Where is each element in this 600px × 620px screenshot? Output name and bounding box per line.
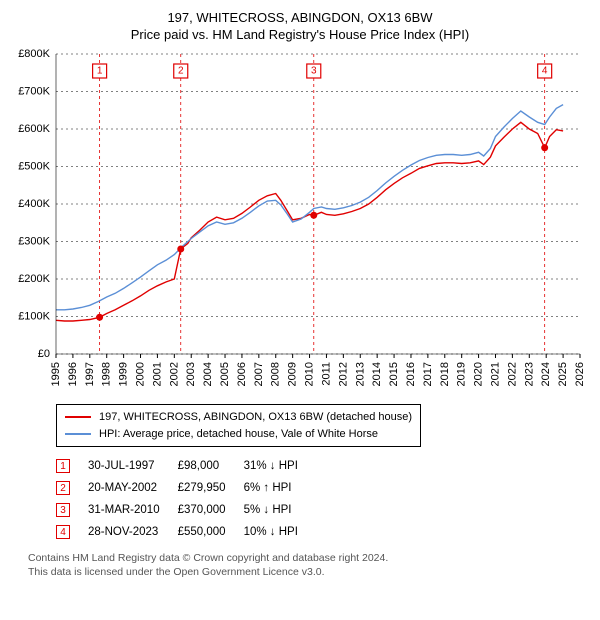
x-tick-label: 2026 bbox=[574, 362, 586, 386]
footer-line2: This data is licensed under the Open Gov… bbox=[28, 565, 586, 579]
x-tick-label: 2020 bbox=[473, 362, 485, 386]
title-block: 197, WHITECROSS, ABINGDON, OX13 6BW Pric… bbox=[14, 10, 586, 42]
x-tick-label: 2008 bbox=[270, 362, 282, 386]
transaction-row: 1 30-JUL-1997£98,00031% ↓ HPI bbox=[56, 455, 316, 477]
x-tick-label: 2009 bbox=[287, 362, 299, 386]
marker-number: 4 bbox=[542, 66, 548, 77]
transactions-table: 1 30-JUL-1997£98,00031% ↓ HPI 2 20-MAY-2002… bbox=[56, 455, 316, 543]
marker-number: 3 bbox=[311, 66, 317, 77]
transaction-date: 31-MAR-2010 bbox=[88, 499, 178, 521]
marker-number: 2 bbox=[178, 66, 184, 77]
transaction-marker: 2 bbox=[56, 481, 70, 495]
transaction-row: 4 28-NOV-2023£550,00010% ↓ HPI bbox=[56, 521, 316, 543]
y-tick-label: £0 bbox=[38, 348, 50, 360]
y-tick-label: £100K bbox=[18, 311, 50, 323]
legend-label: HPI: Average price, detached house, Vale… bbox=[99, 426, 378, 443]
x-tick-label: 2023 bbox=[523, 362, 535, 386]
x-tick-label: 2021 bbox=[489, 362, 501, 386]
legend-swatch bbox=[65, 416, 91, 418]
marker-dot bbox=[541, 144, 548, 151]
x-tick-label: 1997 bbox=[84, 362, 96, 386]
legend-swatch bbox=[65, 433, 91, 435]
y-tick-label: £600K bbox=[18, 123, 50, 135]
x-tick-label: 2018 bbox=[439, 362, 451, 386]
title-address: 197, WHITECROSS, ABINGDON, OX13 6BW bbox=[14, 10, 586, 25]
x-tick-label: 2011 bbox=[320, 362, 332, 386]
chart-area: £0 £100K £200K £300K £400K £500K £600K £700K £80… bbox=[14, 48, 586, 398]
x-tick-label: 2012 bbox=[337, 362, 349, 386]
x-tick-label: 2022 bbox=[506, 362, 518, 386]
figure-container: 197, WHITECROSS, ABINGDON, OX13 6BW Pric… bbox=[0, 0, 600, 587]
marker-dot bbox=[310, 212, 317, 219]
transaction-delta: 6% ↑ HPI bbox=[244, 477, 316, 499]
y-tick-label: £400K bbox=[18, 198, 50, 210]
y-tick-label: £200K bbox=[18, 273, 50, 285]
x-tick-label: 2019 bbox=[456, 362, 468, 386]
transaction-delta: 31% ↓ HPI bbox=[244, 455, 316, 477]
transaction-row: 3 31-MAR-2010£370,0005% ↓ HPI bbox=[56, 499, 316, 521]
transaction-price: £279,950 bbox=[178, 477, 244, 499]
x-tick-label: 2003 bbox=[185, 362, 197, 386]
x-tick-label: 2004 bbox=[202, 362, 214, 386]
x-tick-label: 2013 bbox=[354, 362, 366, 386]
transaction-price: £98,000 bbox=[178, 455, 244, 477]
transaction-delta: 10% ↓ HPI bbox=[244, 521, 316, 543]
marker-dot bbox=[96, 314, 103, 321]
x-tick-label: 2016 bbox=[405, 362, 417, 386]
transaction-date: 20-MAY-2002 bbox=[88, 477, 178, 499]
marker-dot bbox=[177, 246, 184, 253]
y-tick-label: £300K bbox=[18, 236, 50, 248]
marker-number: 1 bbox=[97, 66, 103, 77]
transaction-marker: 1 bbox=[56, 459, 70, 473]
x-tick-label: 2007 bbox=[253, 362, 265, 386]
legend-label: 197, WHITECROSS, ABINGDON, OX13 6BW (det… bbox=[99, 409, 412, 426]
x-tick-label: 2005 bbox=[219, 362, 231, 386]
legend-item: HPI: Average price, detached house, Vale… bbox=[65, 426, 412, 443]
x-tick-label: 2014 bbox=[371, 362, 383, 386]
x-tick-label: 2017 bbox=[422, 362, 434, 386]
x-tick-label: 2000 bbox=[135, 362, 147, 386]
y-tick-label: £500K bbox=[18, 161, 50, 173]
legend-item: 197, WHITECROSS, ABINGDON, OX13 6BW (det… bbox=[65, 409, 412, 426]
x-tick-label: 1999 bbox=[118, 362, 130, 386]
transaction-price: £550,000 bbox=[178, 521, 244, 543]
transaction-marker: 4 bbox=[56, 525, 70, 539]
transaction-row: 2 20-MAY-2002£279,9506% ↑ HPI bbox=[56, 477, 316, 499]
x-tick-label: 2006 bbox=[236, 362, 248, 386]
transaction-date: 30-JUL-1997 bbox=[88, 455, 178, 477]
transaction-delta: 5% ↓ HPI bbox=[244, 499, 316, 521]
footer-line1: Contains HM Land Registry data © Crown c… bbox=[28, 551, 586, 565]
x-tick-label: 2025 bbox=[557, 362, 569, 386]
y-tick-label: £700K bbox=[18, 86, 50, 98]
legend: 197, WHITECROSS, ABINGDON, OX13 6BW (det… bbox=[56, 404, 421, 447]
x-tick-label: 1998 bbox=[101, 362, 113, 386]
x-tick-label: 2010 bbox=[304, 362, 316, 386]
x-tick-label: 1996 bbox=[67, 362, 79, 386]
transaction-price: £370,000 bbox=[178, 499, 244, 521]
x-tick-label: 2024 bbox=[540, 362, 552, 386]
x-tick-label: 2001 bbox=[151, 362, 163, 386]
y-tick-label: £800K bbox=[18, 48, 50, 60]
transaction-marker: 3 bbox=[56, 503, 70, 517]
transaction-date: 28-NOV-2023 bbox=[88, 521, 178, 543]
x-tick-label: 2002 bbox=[168, 362, 180, 386]
x-tick-label: 2015 bbox=[388, 362, 400, 386]
footer-attribution: Contains HM Land Registry data © Crown c… bbox=[28, 551, 586, 579]
price-chart: £0 £100K £200K £300K £400K £500K £600K £700K £80… bbox=[14, 48, 586, 398]
title-subtitle: Price paid vs. HM Land Registry's House … bbox=[14, 27, 586, 42]
x-tick-label: 1995 bbox=[50, 362, 62, 386]
